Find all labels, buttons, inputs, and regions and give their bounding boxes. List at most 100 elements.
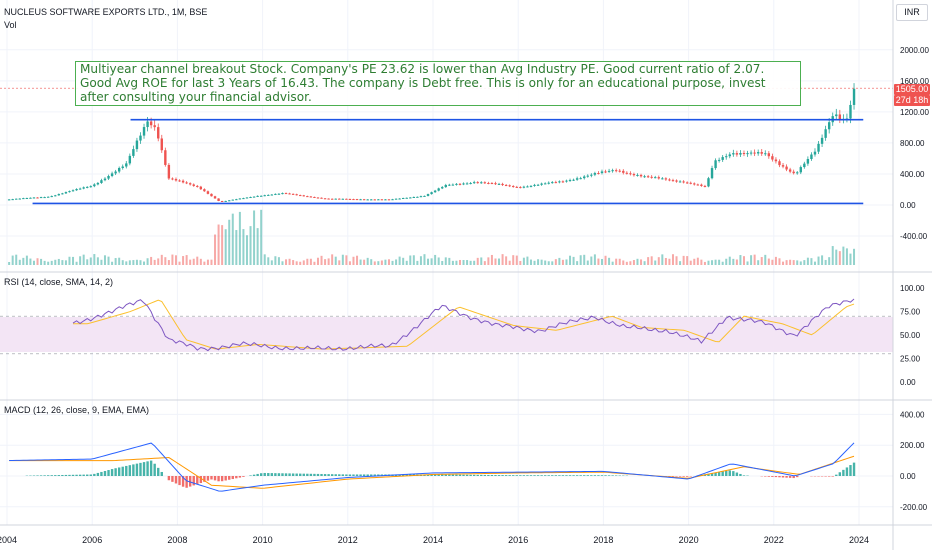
macd-histogram-bar bbox=[167, 476, 171, 481]
candle bbox=[185, 182, 188, 184]
volume-bar bbox=[174, 255, 177, 265]
macd-histogram-bar bbox=[203, 476, 206, 482]
candle bbox=[142, 127, 146, 136]
volume-bar bbox=[434, 254, 437, 265]
volume-bar bbox=[423, 254, 426, 265]
volume-bar bbox=[380, 260, 383, 265]
macd-histogram-bar bbox=[796, 476, 799, 478]
volume-bar bbox=[285, 259, 288, 265]
annotation-note[interactable]: Multiyear channel breakout Stock. Compan… bbox=[75, 61, 801, 106]
volume-bar bbox=[675, 256, 678, 265]
macd-histogram-bar bbox=[231, 476, 234, 480]
volume-bar bbox=[849, 253, 852, 265]
macd-histogram-bar bbox=[196, 476, 199, 485]
volume-bar bbox=[835, 249, 838, 265]
volume-bar bbox=[512, 255, 515, 265]
candle bbox=[469, 183, 472, 185]
volume-bar bbox=[8, 262, 11, 265]
candle bbox=[654, 177, 657, 179]
macd-histogram-bar bbox=[39, 475, 43, 476]
macd-histogram-bar bbox=[252, 474, 256, 476]
candle bbox=[359, 199, 362, 201]
volume-bar bbox=[490, 254, 493, 265]
macd-histogram-bar bbox=[213, 476, 217, 481]
macd-histogram-bar bbox=[529, 475, 533, 476]
volume-bar bbox=[249, 226, 252, 265]
macd-histogram-bar bbox=[362, 474, 366, 476]
candle bbox=[852, 88, 856, 105]
volume-bar bbox=[771, 259, 774, 265]
macd-histogram-bar bbox=[54, 475, 57, 476]
volume-bar bbox=[370, 259, 373, 265]
macd-histogram-bar bbox=[838, 472, 842, 476]
candle bbox=[398, 198, 401, 200]
macd-signal-line bbox=[9, 455, 855, 489]
candle bbox=[561, 181, 565, 183]
volume-bar bbox=[544, 260, 547, 265]
candle bbox=[15, 198, 18, 200]
candle bbox=[401, 198, 405, 200]
volume-bar bbox=[476, 257, 479, 265]
candle bbox=[664, 178, 668, 180]
macd-histogram-bar bbox=[600, 475, 604, 476]
macd-histogram-bar bbox=[458, 474, 462, 476]
volume-bar bbox=[54, 259, 57, 265]
macd-histogram-bar bbox=[114, 468, 117, 476]
macd-histogram-bar bbox=[451, 474, 455, 476]
candle bbox=[494, 183, 497, 185]
x-tick-label: 2012 bbox=[338, 535, 358, 545]
macd-histogram-bar bbox=[607, 475, 611, 476]
volume-bar bbox=[540, 259, 543, 265]
macd-histogram-bar bbox=[583, 475, 586, 476]
candle bbox=[668, 179, 671, 181]
candle bbox=[675, 180, 678, 182]
volume-bar bbox=[473, 260, 476, 265]
candle bbox=[7, 199, 11, 201]
volume-bar bbox=[558, 257, 561, 265]
current-price-tag: 1505.00 bbox=[894, 84, 930, 95]
volume-bar bbox=[561, 259, 564, 265]
volume-bars bbox=[8, 209, 856, 265]
candle bbox=[313, 196, 316, 198]
candle bbox=[646, 176, 650, 178]
volume-bar bbox=[295, 261, 298, 265]
macd-histogram-bar bbox=[401, 474, 405, 476]
x-tick-label: 2014 bbox=[423, 535, 443, 545]
rsi-band bbox=[0, 317, 893, 352]
volume-bar bbox=[753, 254, 756, 265]
volume-bar bbox=[611, 261, 614, 265]
volume-bar bbox=[714, 259, 717, 265]
candle bbox=[231, 199, 234, 201]
volume-bar bbox=[416, 260, 419, 265]
volume-bar bbox=[508, 260, 511, 265]
volume-bar bbox=[707, 260, 710, 265]
currency-button[interactable]: INR bbox=[896, 4, 928, 21]
volume-bar bbox=[352, 256, 355, 265]
macd-histogram-bar bbox=[323, 474, 327, 476]
macd-histogram-bar bbox=[142, 462, 146, 476]
macd-histogram-bar bbox=[306, 473, 309, 476]
rsi-sma-line bbox=[73, 299, 855, 350]
macd-histogram-bar bbox=[86, 474, 89, 476]
macd-tick-label: -200.00 bbox=[900, 503, 928, 512]
candle bbox=[423, 195, 426, 197]
macd-histogram-bar bbox=[355, 474, 359, 476]
candle bbox=[281, 193, 284, 195]
macd-histogram-bar bbox=[448, 474, 451, 476]
candle bbox=[306, 196, 309, 198]
volume-bar bbox=[643, 261, 646, 265]
volume-bar bbox=[430, 258, 433, 265]
candle bbox=[714, 160, 717, 169]
candle bbox=[316, 197, 320, 199]
volume-bar bbox=[842, 246, 845, 265]
macd-histogram-bar bbox=[845, 467, 849, 476]
volume-bar bbox=[551, 261, 554, 265]
macd-tick-label: 400.00 bbox=[900, 410, 925, 419]
candle bbox=[796, 172, 799, 174]
candle bbox=[536, 184, 540, 186]
candle bbox=[774, 159, 778, 162]
candle bbox=[437, 188, 440, 191]
candle bbox=[174, 179, 178, 181]
volume-bar bbox=[22, 257, 25, 265]
volume-bar bbox=[799, 261, 802, 265]
